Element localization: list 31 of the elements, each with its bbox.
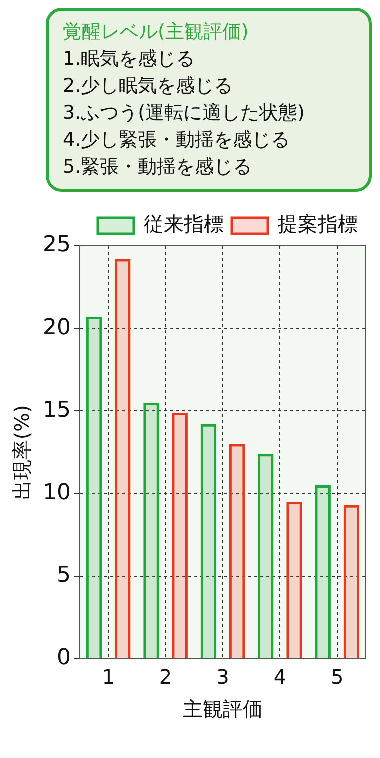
bar [229,444,246,658]
y-tick-label: 5 [56,563,71,588]
x-tick-label: 2 [159,665,172,690]
y-tick-label: 0 [56,646,71,671]
bar [144,402,160,658]
y-tick-label: 20 [42,315,71,340]
x-tick-label: 4 [274,665,287,690]
x-tick-label: 3 [216,665,230,690]
bar [286,502,302,658]
y-tick-label: 10 [42,480,71,506]
bar [344,505,360,658]
text: 5.緊張・動揺を感じる [63,155,254,180]
bar [200,424,217,658]
bar [115,259,131,658]
bar [315,486,331,658]
text: 3.ふつう(運転に適した状態) [63,101,306,126]
x-tick-label: 1 [102,665,115,690]
chart-title: 覚醒レベル(主観評価) [63,20,250,45]
y-tick-label: 25 [42,232,71,258]
x-tick-label: 5 [331,665,344,690]
bar [258,454,274,658]
y-tick-label: 15 [42,398,71,423]
bar [172,412,188,658]
text: 2.少し眠気を感じる [63,74,234,99]
legend-label: 従来指標 [144,212,224,236]
y-axis-title: 出現率(%) [10,405,34,500]
x-axis-title: 主観評価 [182,697,263,722]
bar [86,317,102,658]
text: 1.眠気を感じる [63,47,196,72]
text: 4.少し緊張・動揺を感じる [63,128,292,153]
legend-label: 提案指標 [278,212,358,236]
